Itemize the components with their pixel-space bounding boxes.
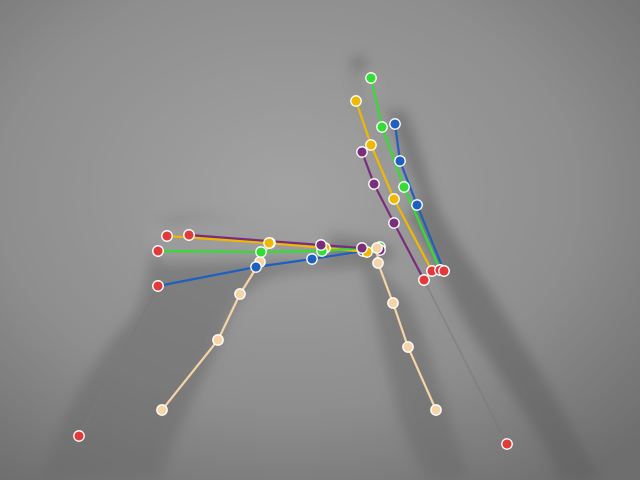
right-hand-wrist-keypoint [501, 438, 513, 450]
right-hand-ring-line [369, 76, 442, 272]
left-hand-ring-line [156, 245, 382, 254]
left-hand-pinky-keypoint [315, 239, 327, 251]
right-hand-forearm-line [423, 279, 508, 445]
left-hand-wrist-keypoint [73, 430, 85, 442]
right-hand-thumb-keypoint [402, 341, 414, 353]
right-hand-pinky-line [360, 150, 426, 282]
left-hand-wrist-keypoint [183, 229, 195, 241]
right-hand-ring-keypoint [365, 72, 377, 84]
right-hand-middle-line [354, 99, 434, 273]
right-hand-thumb-keypoint [430, 404, 442, 416]
right-hand-wrist-keypoint [418, 274, 430, 286]
left-hand-wrist-keypoint [152, 280, 164, 292]
left-hand-thumb-keypoint [156, 404, 168, 416]
left-hand-thumb-keypoint [212, 334, 224, 346]
right-hand-middle-keypoint [350, 95, 362, 107]
right-hand-index-keypoint [411, 199, 423, 211]
right-hand-index-keypoint [394, 155, 406, 167]
right-hand-wrist-keypoint [438, 265, 450, 277]
left-hand-index-keypoint [250, 261, 262, 273]
right-hand-thumb-keypoint [371, 242, 383, 254]
left-hand-forearm-line [78, 285, 159, 437]
pose-overlay [73, 72, 513, 450]
right-hand-ring-keypoint [376, 121, 388, 133]
right-hand-middle-keypoint [388, 193, 400, 205]
left-hand-index-keypoint [306, 253, 318, 265]
left-hand-index-line [156, 249, 365, 288]
left-hand-thumb-keypoint [234, 288, 246, 300]
right-hand-index-line [393, 122, 446, 273]
right-hand-pinky-keypoint [368, 178, 380, 190]
right-hand-thumb-keypoint [372, 257, 384, 269]
left-hand-ring-keypoint [255, 246, 267, 258]
left-hand-middle-keypoint [263, 237, 275, 249]
right-hand-pinky-keypoint [356, 146, 368, 158]
right-hand-index-keypoint [389, 118, 401, 130]
right-hand-thumb-keypoint [387, 297, 399, 309]
right-hand-middle-keypoint [365, 139, 377, 151]
left-hand-wrist-keypoint [152, 245, 164, 257]
right-hand-skeleton [350, 72, 513, 450]
right-hand-ring-keypoint [398, 181, 410, 193]
left-hand-wrist-keypoint [161, 230, 173, 242]
right-hand-pinky-keypoint [388, 217, 400, 229]
left-hand-pinky-keypoint [356, 242, 368, 254]
